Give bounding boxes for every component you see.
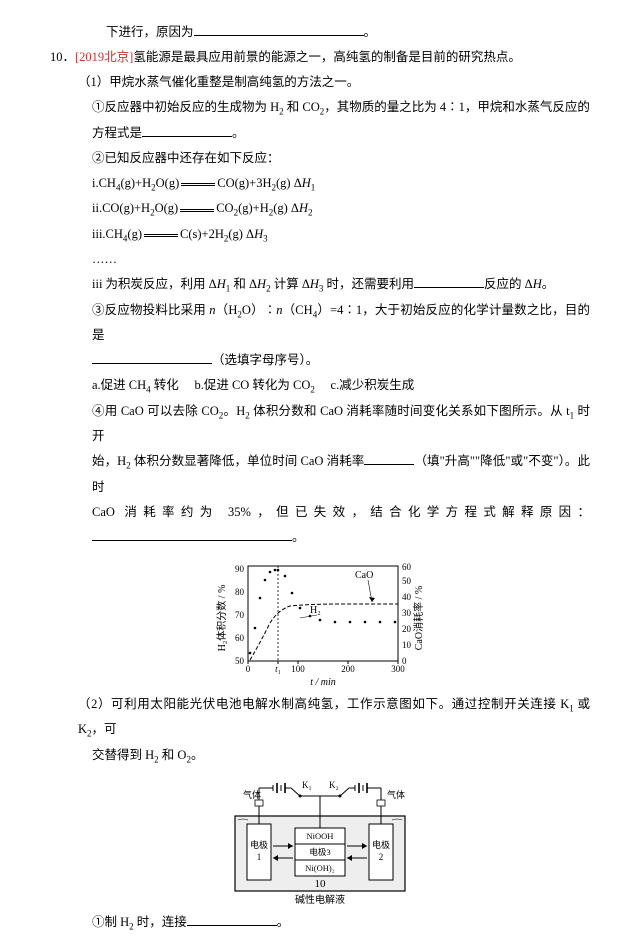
- svg-text:90: 90: [235, 564, 245, 574]
- reaction-arrow: [144, 234, 178, 235]
- svg-text:40: 40: [402, 592, 412, 602]
- svg-text:K₁: K₁: [302, 780, 312, 790]
- equation-ii: ii.CO(g)+H2O(g)CO2(g)+H2(g) ΔH2: [50, 196, 590, 222]
- svg-text:30: 30: [402, 608, 412, 618]
- svg-text:电极: 电极: [250, 839, 268, 850]
- svg-text:NiOOH: NiOOH: [307, 831, 334, 841]
- blank-trend: [364, 453, 414, 466]
- question-10-stem: 10．[2019北京]氢能源是最具应用前景的能源之一，高纯氢的制备是目前的研究热…: [50, 45, 590, 70]
- svg-text:H₂体积分数 / %: H₂体积分数 / %: [215, 584, 228, 651]
- ellipsis: ……: [50, 247, 590, 272]
- svg-text:60: 60: [235, 633, 245, 643]
- prev-question-tail: 下进行，原因为。: [50, 20, 590, 45]
- reaction-arrow: [181, 183, 215, 184]
- svg-text:0: 0: [246, 664, 251, 674]
- part-1-item-2-intro: ②已知反应器中还存在如下反应：: [50, 146, 590, 171]
- svg-text:t / min: t / min: [310, 677, 336, 688]
- svg-text:10: 10: [402, 640, 412, 650]
- svg-text:K₂: K₂: [329, 780, 339, 790]
- svg-text:50: 50: [235, 656, 245, 666]
- part-1-item-4: ④用 CaO 可以去除 CO2。H2 体积分数和 CaO 消耗率随时间变化关系如…: [50, 399, 590, 450]
- svg-text:200: 200: [341, 664, 355, 674]
- chart-h2-cao: 5060708090 0102030405060 0100200300 t₁ H…: [50, 558, 590, 688]
- part-2: （2）可利用太阳能光伏电池电解水制高纯氢，工作示意图如下。通过控制开关连接 K1…: [50, 692, 590, 743]
- part-2-q1: ①制 H2 时，连接。: [50, 910, 590, 936]
- svg-text:电极: 电极: [372, 839, 390, 850]
- svg-text:1: 1: [257, 852, 262, 862]
- svg-text:60: 60: [402, 562, 412, 572]
- reaction-arrow: [180, 209, 214, 210]
- options-abc: a.促进 CH4 转化 b.促进 CO 转化为 CO2 c.减少积炭生成: [50, 373, 590, 399]
- svg-text:2: 2: [379, 852, 384, 862]
- part-1-label: （1）甲烷水蒸气催化重整是制高纯氢的方法之一。: [50, 70, 590, 95]
- equation-i: i.CH4(g)+H2O(g)CO(g)+3H2(g) ΔH1: [50, 171, 590, 197]
- blank-top: [194, 24, 364, 37]
- page-number: 10: [0, 873, 640, 895]
- part-1-item-3: ③反应物投料比采用 n（H2O）∶n（CH4）=4∶1，大于初始反应的化学计量数…: [50, 298, 590, 349]
- blank-connect: [187, 914, 277, 927]
- svg-text:气体: 气体: [243, 789, 261, 800]
- svg-text:50: 50: [402, 576, 412, 586]
- svg-text:H₂: H₂: [310, 605, 321, 616]
- svg-text:t₁: t₁: [275, 664, 281, 674]
- svg-text:100: 100: [291, 664, 305, 674]
- source-tag: [2019北京]: [75, 50, 133, 64]
- blank-reaction: [414, 276, 484, 289]
- svg-text:CaO消耗率 / %: CaO消耗率 / %: [412, 585, 425, 649]
- blank-purpose: [92, 352, 212, 365]
- svg-text:70: 70: [235, 610, 245, 620]
- svg-text:Ni(OH)₂: Ni(OH)₂: [305, 863, 334, 873]
- part-1-item-2-q: iii 为积炭反应，利用 ΔH1 和 ΔH2 计算 ΔH3 时，还需要利用反应的…: [50, 272, 590, 298]
- blank-reason: [92, 528, 292, 541]
- question-number: 10．: [50, 50, 75, 64]
- svg-text:电极3: 电极3: [309, 847, 330, 857]
- svg-text:80: 80: [235, 587, 245, 597]
- svg-text:300: 300: [391, 664, 405, 674]
- svg-text:气体: 气体: [387, 789, 405, 800]
- equation-iii: iii.CH4(g)C(s)+2H2(g) ΔH3: [50, 222, 590, 248]
- blank-equation: [142, 124, 232, 137]
- svg-text:20: 20: [402, 624, 412, 634]
- part-1-item-1: ①反应器中初始反应的生成物为 H2 和 CO2，其物质的量之比为 4∶1，甲烷和…: [50, 95, 590, 121]
- svg-text:CaO: CaO: [355, 570, 373, 581]
